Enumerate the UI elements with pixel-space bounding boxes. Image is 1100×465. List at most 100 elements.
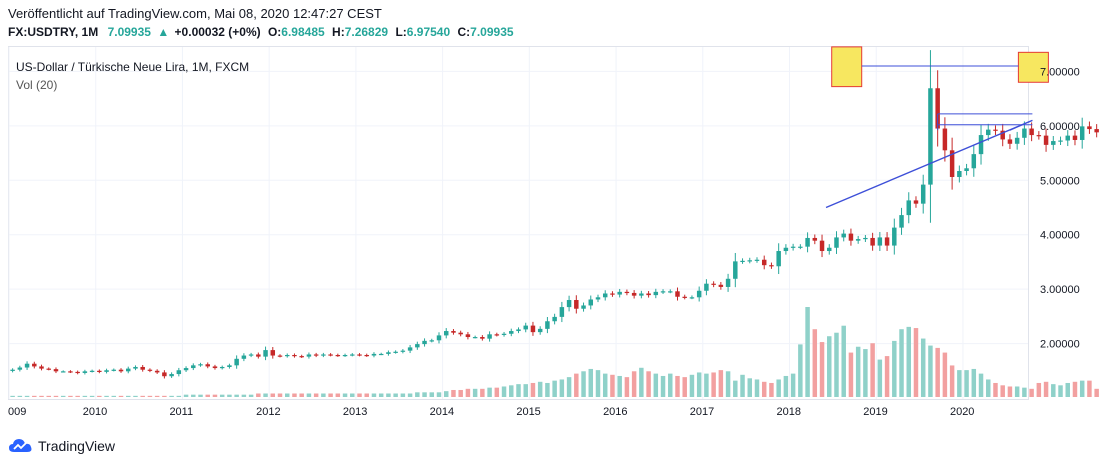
tradingview-cloud-icon (9, 439, 32, 452)
volume-bar (566, 377, 572, 397)
x-tick-label: 2016 (603, 406, 627, 418)
volume-bar (53, 395, 59, 397)
candle-body (39, 366, 44, 369)
candle-body (393, 351, 398, 353)
volume-bar (841, 325, 846, 397)
candle-body (696, 290, 702, 298)
volume-bar (1065, 382, 1070, 397)
candle-body (169, 374, 174, 377)
volume-bar (935, 347, 940, 397)
volume-bar (169, 395, 174, 397)
volume-bar (458, 389, 463, 397)
volume-bar (899, 329, 904, 397)
candle-body (1087, 126, 1092, 130)
candle-body (1058, 140, 1063, 142)
volume-bar (212, 394, 218, 397)
volume-bar (126, 395, 131, 397)
candle-body (451, 331, 456, 333)
volume-bar (978, 373, 984, 397)
volume-bar (949, 365, 955, 397)
candle-body (458, 332, 463, 335)
volume-bar (46, 395, 51, 397)
candle-body (480, 337, 485, 339)
candle-body (906, 200, 911, 216)
y-tick-label: 7.00000 (1040, 66, 1080, 78)
candle-body (97, 370, 102, 372)
volume-bar (552, 380, 557, 397)
volume-bar (964, 370, 969, 397)
volume-bar (89, 395, 95, 397)
candle-body (407, 347, 413, 351)
price-axis: 7.00000 6.00000 5.00000 4.00000 3.00000 2.000… (1040, 66, 1080, 350)
volume-bar (761, 381, 767, 397)
volume-bar (10, 395, 15, 397)
volume-bar (920, 338, 926, 397)
candle-body (1000, 130, 1005, 140)
volume-bar (704, 373, 709, 397)
volume-bar (357, 393, 362, 397)
candle-body (1022, 128, 1027, 138)
x-tick-label: 2012 (256, 406, 280, 418)
candle-body (299, 356, 304, 358)
volume-bar (588, 368, 594, 397)
volume-bar (848, 352, 854, 397)
volume-bar (653, 373, 659, 397)
volume-bar (1058, 385, 1063, 397)
volume-bar (1036, 382, 1042, 397)
volume-bar (696, 372, 702, 397)
volume-bar (725, 371, 731, 397)
volume-bar (718, 370, 724, 397)
volume-bar (415, 392, 420, 397)
volume-bar (602, 373, 608, 397)
candle-body (812, 237, 818, 241)
candle-body (1007, 139, 1013, 144)
volume-bar (574, 373, 579, 397)
candle-body (350, 354, 355, 356)
candle-body (212, 366, 218, 369)
candle-body (920, 184, 926, 204)
y-tick-label: 4.00000 (1040, 230, 1080, 242)
candle-body (357, 354, 362, 356)
candle-body (942, 128, 948, 151)
x-tick-label: 2020 (950, 406, 974, 418)
candle-body (328, 354, 333, 356)
volume-bar (277, 393, 283, 397)
volume-bar (928, 345, 933, 397)
volume-bar (68, 395, 73, 397)
volume-bar (270, 393, 276, 397)
volume-bar (465, 388, 471, 397)
candle-body (574, 300, 579, 309)
tradingview-logo[interactable]: TradingView (8, 437, 115, 455)
y-tick-label: 3.00000 (1040, 284, 1080, 296)
volume-bar (299, 393, 304, 397)
candle-body (53, 369, 59, 372)
volume-bar (769, 382, 774, 397)
volume-bar (313, 393, 319, 397)
volume-bar (140, 395, 145, 397)
candle-body (429, 340, 435, 342)
candle-body (205, 364, 210, 367)
volume-bar (17, 395, 23, 397)
trend-line (825, 119, 1033, 209)
candle-body (848, 233, 854, 241)
candle-body (834, 237, 839, 248)
volume-bar (429, 392, 435, 397)
candle-body (364, 354, 369, 357)
low-label: L: (395, 25, 407, 39)
candle-body (884, 237, 890, 246)
candle-body (1036, 135, 1042, 137)
candle-body (60, 371, 66, 373)
volume-bar (443, 391, 449, 397)
candle-body (682, 296, 687, 298)
candle-body (75, 371, 80, 374)
volume-bar (668, 373, 673, 397)
candle-body (639, 293, 644, 296)
candle-body (913, 200, 919, 204)
volume-bar (393, 393, 398, 397)
candle-body (147, 369, 153, 371)
candle-body (863, 237, 868, 240)
volume-bar (494, 387, 500, 397)
volume-bar (1072, 381, 1078, 397)
volume-bar (386, 393, 391, 397)
